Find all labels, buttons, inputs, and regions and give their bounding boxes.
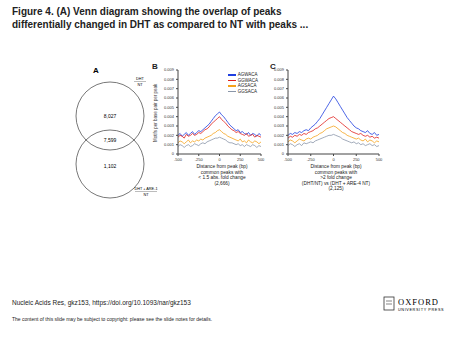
svg-text:0.005: 0.005 xyxy=(164,105,175,110)
html-text:Distance from peak (bp): Distance from peak (bp) xyxy=(310,164,362,169)
svg-text:OXFORD: OXFORD xyxy=(398,297,439,307)
svg-text:A: A xyxy=(93,66,99,75)
svg-text:0.008: 0.008 xyxy=(164,77,175,82)
svg-text:0.004: 0.004 xyxy=(274,114,285,119)
svg-text:0.001: 0.001 xyxy=(274,142,285,147)
svg-text:0.007: 0.007 xyxy=(164,86,175,91)
svg-text:-500: -500 xyxy=(174,157,183,162)
svg-text:0: 0 xyxy=(282,151,285,156)
svg-text:0: 0 xyxy=(218,157,221,162)
svg-text:0.002: 0.002 xyxy=(274,133,285,138)
html-text:Distance from peak (bp): Distance from peak (bp) xyxy=(196,164,248,169)
html-text:AGSACA: AGSACA xyxy=(237,83,257,88)
svg-text:0.002: 0.002 xyxy=(164,133,175,138)
svg-text:1,102: 1,102 xyxy=(104,163,117,169)
svg-text:250: 250 xyxy=(353,157,360,162)
svg-text:0.003: 0.003 xyxy=(274,123,285,128)
svg-text:0.004: 0.004 xyxy=(164,114,175,119)
html-text:C: C xyxy=(270,62,276,71)
html-text:differentially changed in DHT: differentially changed in DHT as compare… xyxy=(12,19,309,30)
html-text:GGSACA: GGSACA xyxy=(237,88,257,94)
svg-text:0.007: 0.007 xyxy=(274,86,285,91)
svg-text:0.006: 0.006 xyxy=(274,95,285,100)
svg-text:0.008: 0.008 xyxy=(274,77,285,82)
svg-text:NT: NT xyxy=(137,83,143,87)
svg-text:-500: -500 xyxy=(284,157,293,162)
html-text:< 1.5 abs. fold change: < 1.5 abs. fold change xyxy=(198,175,246,181)
svg-text:500: 500 xyxy=(376,157,383,162)
svg-text:0.006: 0.006 xyxy=(164,95,175,100)
svg-text:0.009: 0.009 xyxy=(164,67,175,72)
html-text:AGWACA: AGWACA xyxy=(237,72,258,77)
html-text:Figure 4. (A) Venn diagram sho: Figure 4. (A) Venn diagram showing the o… xyxy=(12,6,282,17)
svg-text:-250: -250 xyxy=(307,157,316,162)
svg-text:500: 500 xyxy=(258,157,265,162)
svg-text:-250: -250 xyxy=(195,157,204,162)
html-text:B: B xyxy=(152,62,158,71)
svg-text:Motifs per base pair per peak: Motifs per base pair per peak xyxy=(153,83,158,142)
svg-text:250: 250 xyxy=(237,157,244,162)
svg-text:7,599: 7,599 xyxy=(104,137,117,143)
svg-text:0.009: 0.009 xyxy=(274,67,285,72)
svg-text:8,027: 8,027 xyxy=(104,113,117,119)
html-text:common peaks with: common peaks with xyxy=(314,169,358,175)
svg-text:NT: NT xyxy=(143,193,149,197)
html-text:The content of this slide may: The content of this slide may be subject… xyxy=(12,316,213,322)
svg-text:DHT: DHT xyxy=(136,77,144,81)
html-text:GGWACA: GGWACA xyxy=(237,77,258,83)
html-text:common peaks with: common peaks with xyxy=(200,169,244,175)
html-text:(2,666): (2,666) xyxy=(214,180,230,186)
html-text:(DHT/NT) vs (DHT + ARE-4 NT): (DHT/NT) vs (DHT + ARE-4 NT) xyxy=(301,180,371,186)
svg-text:0.001: 0.001 xyxy=(164,142,175,147)
svg-text:0: 0 xyxy=(172,151,175,156)
svg-text:0.005: 0.005 xyxy=(274,105,285,110)
svg-text:UNIVERSITY PRESS: UNIVERSITY PRESS xyxy=(398,308,442,312)
html-text:(2,125): (2,125) xyxy=(328,186,344,192)
html-text:Nucleic Acids Res, gkz153, htt: Nucleic Acids Res, gkz153, https://doi.o… xyxy=(12,299,191,306)
svg-text:0: 0 xyxy=(332,157,335,162)
svg-text:0.003: 0.003 xyxy=(164,123,175,128)
svg-text:DHT + ARE-1: DHT + ARE-1 xyxy=(134,187,157,191)
html-text:>2 fold change: >2 fold change xyxy=(320,175,352,181)
